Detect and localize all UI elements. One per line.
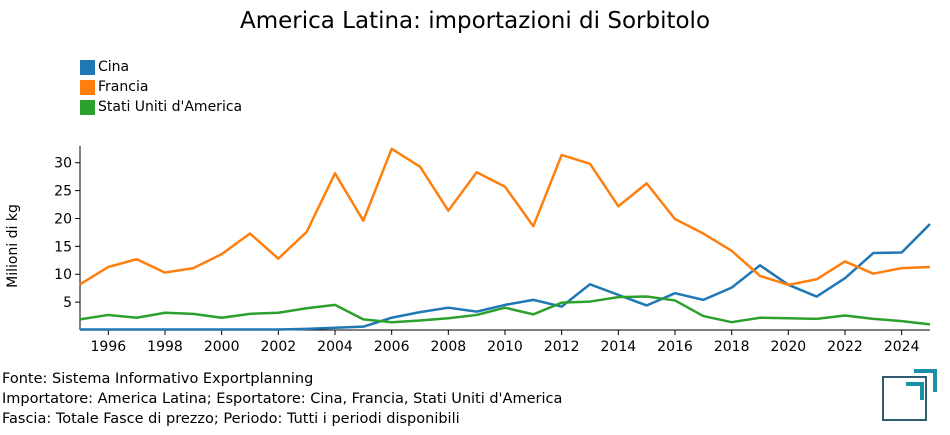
y-tick-label: 20 [54,211,72,227]
x-tick-label: 2022 [827,339,863,355]
x-tick-label: 1998 [147,339,183,355]
x-tick-label: 2016 [657,339,693,355]
y-tick-label: 30 [54,156,72,172]
legend-swatch [80,99,95,115]
x-tick-label: 2004 [317,339,353,355]
series-line-0 [80,223,931,331]
footer-band: Fascia: Totale Fasce di prezzo; Periodo:… [2,411,460,427]
y-tick-label: 5 [63,295,72,311]
legend-item-francia: Francia [80,79,148,95]
legend-item-usa: Stati Uniti d'America [80,99,242,115]
x-tick-label: 2012 [544,339,580,355]
x-tick-label: 2008 [431,339,467,355]
y-axis-label: Milioni di kg [5,204,21,288]
x-tick-label: 2014 [601,339,637,355]
y-tick-label: 25 [54,184,72,200]
footer-importer: Importatore: America Latina; Esportatore… [2,391,563,407]
x-tick-label: 2020 [771,339,807,355]
series-line-2 [79,295,931,326]
legend-label: Cina [98,59,130,75]
x-tick-label: 2000 [204,339,240,355]
chart-title: America Latina: importazioni di Sorbitol… [239,8,711,34]
footer-source: Fonte: Sistema Informativo Exportplannin… [2,371,314,387]
y-tick-label: 10 [54,267,72,283]
series-line-1 [79,147,931,287]
x-tick-label: 2018 [714,339,750,355]
legend-label: Francia [98,79,149,95]
x-tick-label: 2024 [884,339,920,355]
legend-swatch [80,59,95,75]
x-tick-label: 2002 [261,339,297,355]
y-tick-label: 15 [54,239,72,255]
x-tick-label: 2010 [487,339,523,355]
legend-swatch [80,79,95,95]
x-tick-label: 1996 [91,339,127,355]
legend-item-cina: Cina [80,59,129,75]
x-tick-label: 2006 [374,339,410,355]
legend-label: Stati Uniti d'America [98,99,243,115]
